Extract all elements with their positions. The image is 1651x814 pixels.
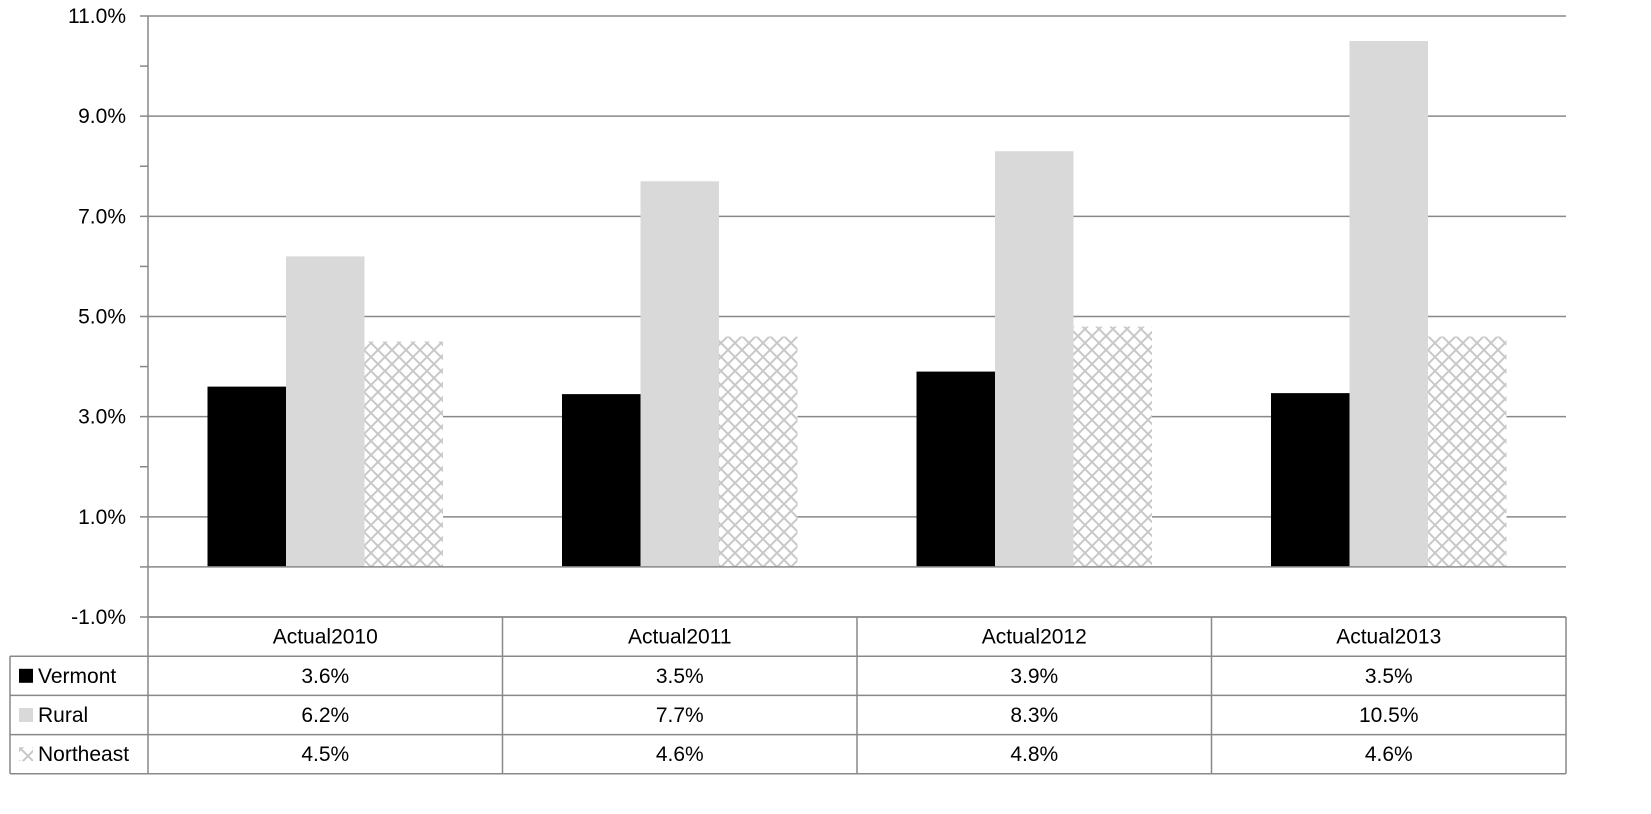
- legend-label-vermont: Vermont: [38, 665, 116, 688]
- y-tick-label: 9.0%: [78, 105, 126, 128]
- data-label-vermont: 3.5%: [656, 665, 704, 688]
- bar-rural-actual2010: [286, 256, 365, 567]
- bar-vermont-actual2010: [207, 386, 286, 567]
- legend-key-vermont: [19, 668, 33, 683]
- bar-vermont-actual2013: [1271, 393, 1350, 567]
- bar-northeast-actual2010: [364, 341, 443, 567]
- y-tick-label: -1.0%: [71, 606, 126, 629]
- bar-northeast-actual2012: [1073, 326, 1152, 567]
- legend-key-rural: [19, 708, 33, 722]
- data-label-rural: 8.3%: [1010, 704, 1058, 727]
- data-label-northeast: 4.6%: [656, 743, 704, 766]
- data-label-rural: 7.7%: [656, 704, 704, 727]
- bars: [207, 41, 1507, 567]
- bar-northeast-actual2011: [719, 336, 798, 567]
- data-label-northeast: 4.5%: [301, 743, 349, 766]
- bar-rural-actual2013: [1349, 41, 1428, 567]
- data-label-rural: 6.2%: [301, 704, 349, 727]
- data-label-vermont: 3.9%: [1010, 665, 1058, 688]
- y-tick-label: 1.0%: [78, 506, 126, 529]
- y-axis: -1.0% 1.0% 3.0% 5.0% 7.0% 9.0% 11.0%: [68, 5, 1566, 629]
- bar-northeast-actual2013: [1428, 336, 1507, 567]
- legend-label-rural: Rural: [38, 704, 88, 727]
- x-category-label: Actual2012: [982, 626, 1087, 649]
- y-tick-label: 3.0%: [78, 406, 126, 429]
- data-label-northeast: 4.6%: [1365, 743, 1413, 766]
- x-category-label: Actual2010: [273, 626, 378, 649]
- bar-vermont-actual2012: [916, 371, 995, 567]
- bar-vermont-actual2011: [562, 394, 641, 567]
- y-tick-label: 5.0%: [78, 306, 126, 329]
- data-table: Actual2010 Actual2011 Actual2012 Actual2013…: [9, 616, 1567, 775]
- data-label-rural: 10.5%: [1359, 704, 1419, 727]
- legend-label-northeast: Northeast: [38, 743, 129, 766]
- data-label-vermont: 3.6%: [301, 665, 349, 688]
- bar-rural-actual2012: [995, 151, 1074, 567]
- data-label-vermont: 3.5%: [1365, 665, 1413, 688]
- x-category-label: Actual2013: [1336, 626, 1441, 649]
- legend-key-northeast: [19, 747, 33, 762]
- x-category-label: Actual2011: [628, 626, 732, 649]
- bar-rural-actual2011: [640, 181, 719, 567]
- y-tick-label: 11.0%: [68, 5, 126, 28]
- data-label-northeast: 4.8%: [1010, 743, 1058, 766]
- y-tick-label: 7.0%: [78, 205, 126, 228]
